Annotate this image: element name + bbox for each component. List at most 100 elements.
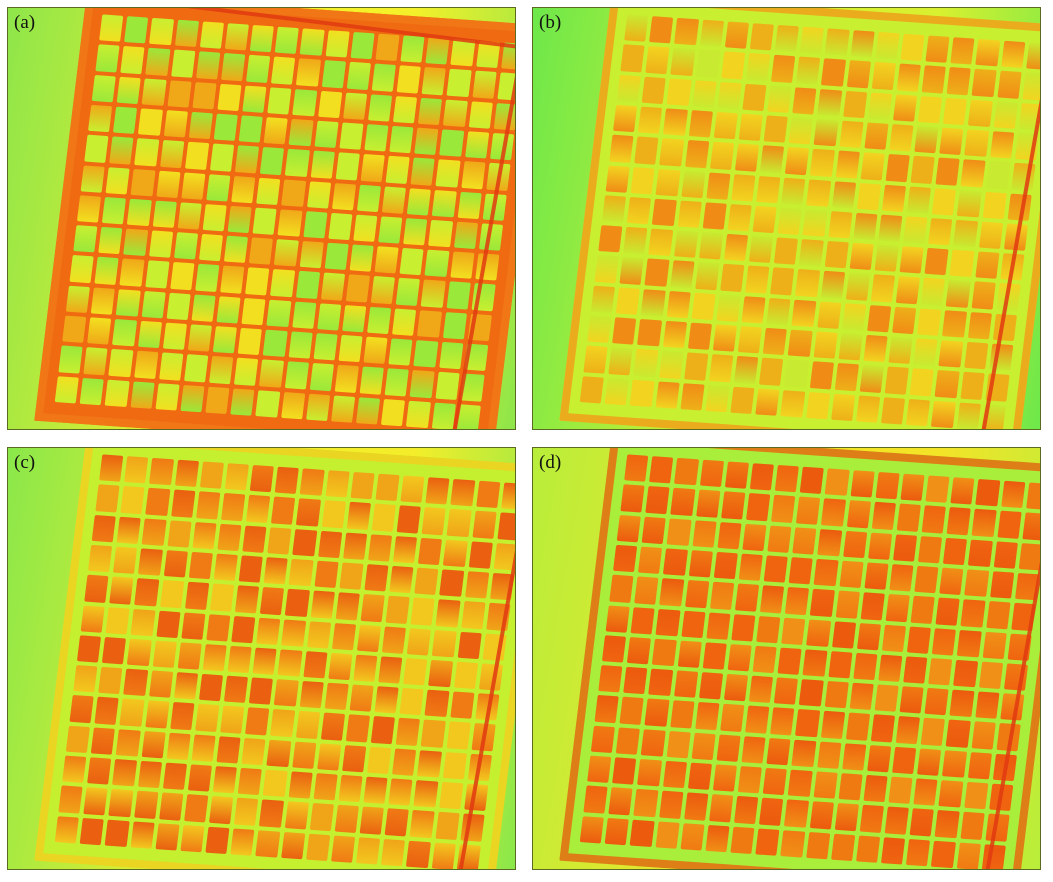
plot-cell [130,608,156,637]
plot-cell [285,588,310,617]
plot-cell [864,122,889,150]
plot-cell [438,781,464,810]
plot-cell [824,241,849,269]
plot-cell [127,638,152,667]
plot-cell [238,555,264,583]
plot-cell [982,631,1007,659]
plot-cell [888,776,913,805]
plot-cell [263,557,289,585]
plot-cell [270,269,295,298]
plot-cell [325,470,350,498]
plot-cell [353,654,378,683]
plot-cell [767,85,792,113]
plot-cell [788,769,813,798]
plot-cell [1022,512,1040,541]
plot-cell [432,189,457,218]
plot-cell [88,544,113,573]
plot-cell [734,796,759,824]
plot-cell [691,292,716,321]
plot-cell [130,381,155,409]
plot-cell [406,840,431,869]
plot-cell [777,647,803,676]
plot-cell [791,299,817,328]
plot-cell [155,170,181,198]
plot-cell [759,798,784,826]
plot-cell [713,111,738,140]
plot-cell [223,235,249,264]
plot-cell [813,771,838,800]
plot-cell [87,317,112,346]
plot-cell [141,518,167,546]
plot-cell [220,265,245,294]
plot-cell [870,274,896,303]
plot-cell [108,789,133,817]
plot-cell [378,656,403,684]
plot-cell [986,161,1011,189]
plot-cell [742,83,767,112]
plot-cell [975,38,1001,67]
plot-cell [447,509,472,537]
plot-cell [174,459,199,488]
plot-cell [939,567,964,596]
plot-cell [105,606,131,635]
plot-cell [630,166,656,195]
plot-cell [231,615,256,644]
plot-cell [119,698,145,727]
plot-cell [457,631,482,659]
plot-cell [659,138,684,167]
plot-cell [314,120,339,149]
plot-cell [195,704,220,732]
plot-cell [871,502,896,530]
plot-cell [935,597,961,626]
plot-cell [825,468,850,497]
plot-cell [174,19,199,48]
plot-cell [932,627,957,656]
plot-cell [274,679,299,707]
plot-cell [192,521,217,550]
plot-cell [802,649,828,677]
plot-cell [712,324,738,353]
plot-cell [102,196,127,225]
plot-cell [881,184,907,212]
plot-cell [906,626,932,654]
plot-cell [864,562,889,590]
plot-cell [975,478,1001,507]
plot-cell [1018,542,1040,571]
plot-cell [155,610,181,638]
plot-cell [295,271,320,299]
plot-cell [755,828,780,856]
plot-cell [145,48,170,76]
plot-cell [209,796,234,824]
plot-cell [810,148,835,177]
plot-cell [220,493,246,521]
plot-cell [863,774,888,803]
plot-cell [324,242,349,271]
plot-cell [666,78,692,106]
plot-cell [216,736,241,764]
plot-cell [634,576,659,605]
plot-cell [395,718,421,746]
plot-cell [720,704,745,732]
plot-cell [924,248,950,276]
plot-cell [300,468,325,497]
plot-cell [450,478,476,507]
plot-cell [774,237,799,266]
plot-cell [839,560,864,589]
plot-cell [325,30,350,58]
plot-cell [748,235,774,264]
plot-cell [849,682,874,711]
plot-cell [177,202,202,230]
plot-cell [820,271,845,299]
plot-cell [342,92,368,120]
plot-cell [737,326,763,354]
plot-cell [770,267,795,296]
plot-cell [727,643,752,672]
plot-cell [666,290,691,319]
plot-cell [180,824,205,853]
plot-cell [113,546,138,575]
plot-cell [255,389,280,418]
plot-cell [946,67,972,95]
plot-cell [917,748,942,776]
plot-cell [978,661,1003,690]
plot-cell [302,210,328,239]
